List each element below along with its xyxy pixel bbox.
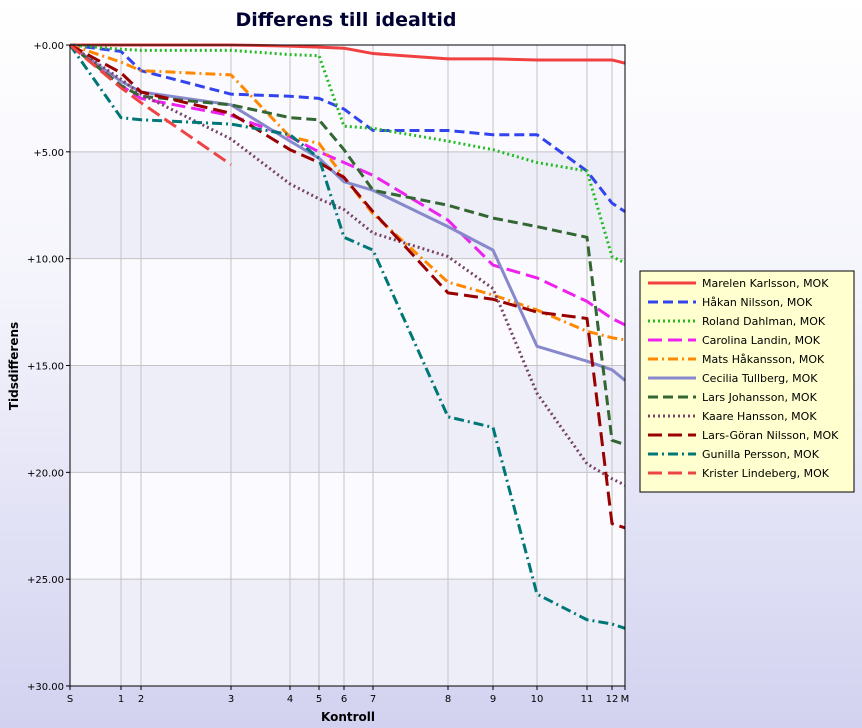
y-tick-label: +30.00 <box>27 682 64 693</box>
plot-band <box>70 579 625 686</box>
x-tick-label: 2 <box>138 694 144 705</box>
legend-entry: Carolina Landin, MOK <box>702 334 821 347</box>
plot-band <box>70 472 625 580</box>
legend-entry: Gunilla Persson, MOK <box>702 448 820 461</box>
x-tick-label: 4 <box>287 694 293 705</box>
legend-entry: Håkan Nilsson, MOK <box>702 296 813 309</box>
legend-entry: Krister Lindeberg, MOK <box>702 467 830 480</box>
x-tick-label: 6 <box>341 694 347 705</box>
x-axis-title: Kontroll <box>321 710 375 724</box>
x-tick-label: 9 <box>490 694 496 705</box>
x-tick-label: 10 <box>531 694 544 705</box>
y-tick-label: +20.00 <box>27 468 64 479</box>
legend-entry: Roland Dahlman, MOK <box>702 315 826 328</box>
x-ticks: S 1 2 3 4 5 6 7 8 9 10 11 12 M <box>67 686 630 705</box>
x-tick-label: S <box>67 694 73 705</box>
legend-entry: Cecilia Tullberg, MOK <box>702 372 818 385</box>
series-line-6 <box>69 43 626 446</box>
series-line-3 <box>69 43 626 327</box>
legend-entry: Kaare Hansson, MOK <box>702 410 817 423</box>
legend: Marelen Karlsson, MOK Håkan Nilsson, MOK R… <box>639 270 855 493</box>
legend-entry: Lars-Göran Nilsson, MOK <box>702 429 839 442</box>
x-tick-label: 7 <box>370 694 376 705</box>
y-tick-label: +25.00 <box>27 575 64 586</box>
x-tick-label: 12 <box>606 694 619 705</box>
series-line-9 <box>68 44 626 630</box>
series-line-1 <box>69 43 626 213</box>
x-tick-label: 8 <box>445 694 451 705</box>
x-tick-label: 5 <box>316 694 322 705</box>
legend-entry: Mats Håkansson, MOK <box>702 353 825 366</box>
x-tick-label: 3 <box>228 694 234 705</box>
legend-entry: Marelen Karlsson, MOK <box>702 277 829 290</box>
y-tick-label: +10.00 <box>27 255 64 266</box>
x-tick-label: 1 <box>118 694 124 705</box>
y-tick-label: +5.00 <box>33 148 64 159</box>
chart-title: Differens till idealtid <box>235 9 456 31</box>
plot-band <box>70 151 625 259</box>
y-axis-title: Tidsdifferens <box>7 322 21 410</box>
series-line-8 <box>69 43 626 530</box>
legend-entry: Lars Johansson, MOK <box>702 391 818 404</box>
series-line-10 <box>69 43 232 166</box>
x-tick-label: M <box>621 694 630 705</box>
y-tick-label: +0.00 <box>33 41 64 52</box>
y-tick-label: +15.00 <box>27 362 64 373</box>
series-line-2 <box>69 43 626 265</box>
plot-band <box>70 365 625 473</box>
y-ticks: +0.00 +5.00 +10.00 +15.00 +20.00 +25.00 +30.00 <box>27 41 70 693</box>
x-tick-label: 11 <box>581 694 594 705</box>
